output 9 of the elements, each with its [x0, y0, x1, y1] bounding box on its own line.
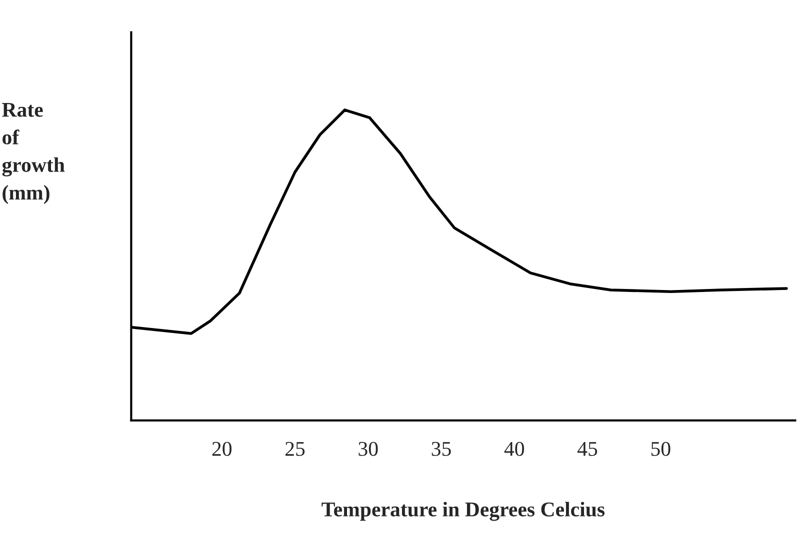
x-axis-title: Temperature in Degrees Celcius [322, 502, 605, 521]
x-tick-label: 40 [504, 442, 524, 456]
x-tick-label: 30 [358, 442, 378, 456]
x-tick-label: 35 [432, 442, 451, 456]
y-axis-title: Rate of growth (mm) [2, 103, 65, 204]
x-tick-label: 20 [212, 442, 232, 456]
x-tick-label: 25 [286, 442, 305, 456]
x-tick-label: 45 [578, 442, 598, 456]
x-tick-label: 50 [651, 442, 670, 456]
